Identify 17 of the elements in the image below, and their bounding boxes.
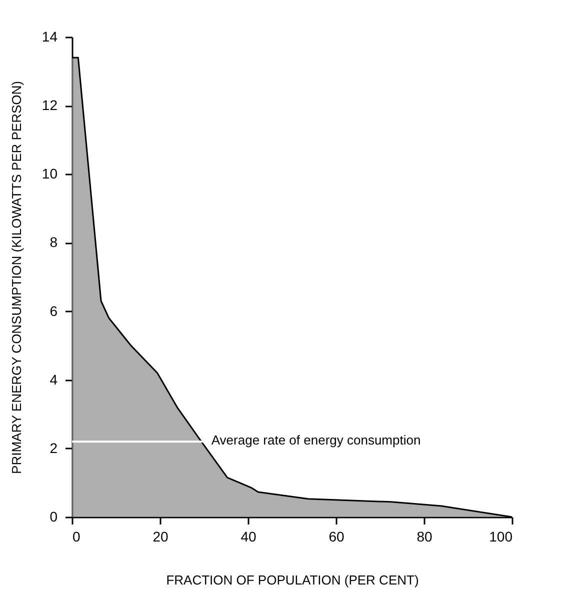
y-tick-label: 6 — [50, 302, 58, 319]
y-tick-label: 8 — [50, 234, 58, 250]
ref-line-label: Average rate of energy consumption — [211, 432, 421, 448]
y-tick-label: 10 — [42, 166, 58, 182]
y-tick-label: 14 — [42, 28, 58, 44]
x-tick-label: 40 — [240, 528, 256, 544]
x-axis-title: FRACTION OF POPULATION (PER CENT) — [166, 572, 419, 588]
y-tick-label: 0 — [50, 508, 58, 524]
x-tick-label: 60 — [328, 528, 344, 544]
y-tick-label: 12 — [42, 97, 58, 114]
y-tick-label: 2 — [50, 440, 58, 456]
x-tick-label: 20 — [152, 528, 168, 544]
x-tick-label: 80 — [416, 528, 432, 544]
y-tick-label: 4 — [50, 371, 58, 388]
x-tick-label: 0 — [72, 528, 80, 544]
y-axis-title: PRIMARY ENERGY CONSUMPTION (KILOWATTS PER PERSON) — [8, 81, 24, 474]
x-tick-label: 100 — [489, 528, 513, 544]
